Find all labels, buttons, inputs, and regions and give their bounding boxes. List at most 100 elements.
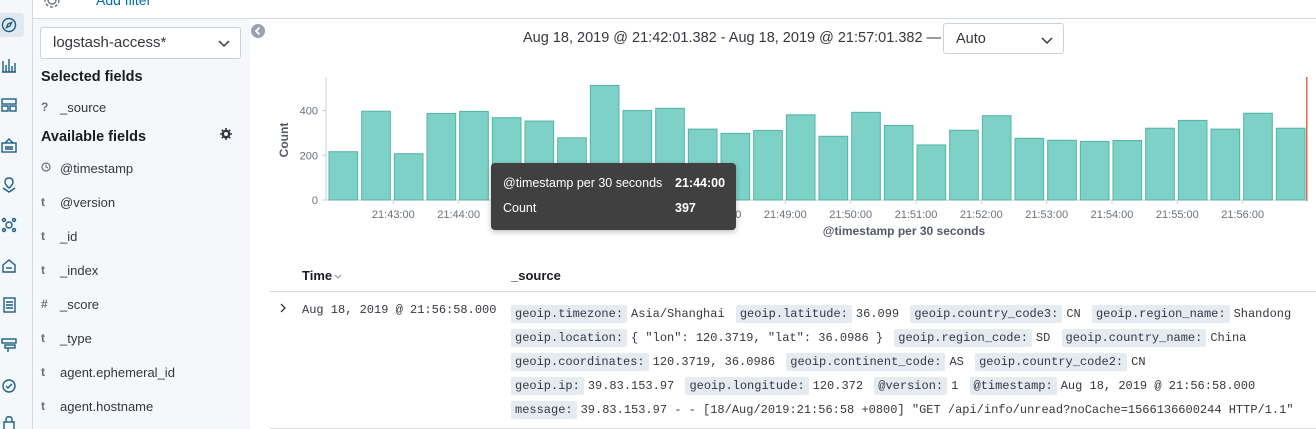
clock-icon bbox=[41, 161, 60, 175]
field-name: _score bbox=[60, 296, 100, 312]
histogram-bar bbox=[1177, 119, 1208, 201]
field-name: agent.ephemeral_id bbox=[60, 364, 175, 380]
apm-icon[interactable] bbox=[0, 336, 18, 354]
field-name: _source bbox=[60, 99, 107, 115]
x-tick-label: 21:44:00 bbox=[437, 209, 480, 221]
field-item-index[interactable]: t _index bbox=[41, 260, 98, 280]
source-field-key: geoip.latitude: bbox=[735, 305, 852, 323]
maps-icon[interactable] bbox=[0, 176, 18, 194]
x-tick-label: 21:49:00 bbox=[764, 209, 807, 221]
interval-select[interactable]: Auto bbox=[943, 23, 1064, 54]
source-field-value: 39.83.153.97 - - [18/Aug/2019:21:56:58 +… bbox=[511, 403, 1294, 429]
compass-icon[interactable] bbox=[0, 16, 18, 34]
x-tick-label: 21:55:00 bbox=[1156, 209, 1199, 221]
field-name: @timestamp bbox=[60, 160, 134, 176]
filter-bar: Add filter bbox=[33, 0, 1316, 19]
histogram-bar bbox=[1112, 140, 1143, 201]
histogram-bar bbox=[753, 129, 783, 201]
field-name: _id bbox=[60, 228, 78, 244]
tooltip-value: 21:44:00 bbox=[675, 176, 726, 190]
histogram-bar bbox=[981, 115, 1012, 201]
source-field-key: geoip.region_code: bbox=[894, 329, 1032, 347]
tooltip-key: @timestamp per 30 seconds bbox=[503, 176, 663, 190]
field-name: _index bbox=[60, 262, 99, 278]
source-field-key: geoip.country_code3: bbox=[910, 305, 1063, 323]
x-tick-label: 21:56:00 bbox=[1221, 209, 1264, 221]
histogram-bar bbox=[361, 110, 391, 201]
source-field-value: 120.372 bbox=[812, 379, 864, 393]
histogram-bar bbox=[818, 135, 849, 201]
time-range-label: Aug 18, 2019 @ 21:42:01.382 - Aug 18, 20… bbox=[523, 30, 942, 46]
histogram-bar bbox=[459, 110, 489, 201]
field-item-version[interactable]: t @version bbox=[41, 192, 115, 212]
lock-icon[interactable] bbox=[0, 414, 18, 429]
source-field-value: SD bbox=[1035, 331, 1051, 345]
source-field-value: Asia/Shanghai bbox=[631, 307, 725, 321]
chart-bars bbox=[328, 84, 1306, 201]
row-source: geoip.timezone: Asia/Shanghai geoip.latit… bbox=[511, 302, 1311, 429]
source-field-value: Aug 18, 2019 @ 21:56:58.000 bbox=[1060, 379, 1256, 393]
source-field-key: @timestamp: bbox=[969, 377, 1057, 395]
chevron-down-icon bbox=[218, 40, 230, 48]
field-item-id[interactable]: t _id bbox=[41, 226, 77, 246]
field-name: _type bbox=[60, 330, 92, 346]
source-field-value: 36.099 bbox=[855, 307, 900, 321]
histogram-bar bbox=[883, 125, 914, 201]
histogram-bar bbox=[1275, 127, 1306, 201]
field-item-source[interactable]: ? _source bbox=[41, 97, 106, 117]
source-field-key: @version: bbox=[874, 377, 948, 395]
field-item-agent-ephemeral-id[interactable]: t agent.ephemeral_id bbox=[41, 362, 175, 382]
field-name: @version bbox=[60, 194, 116, 210]
now-marker bbox=[1306, 77, 1308, 201]
add-filter-link[interactable]: Add filter bbox=[96, 0, 152, 8]
row-timestamp: Aug 18, 2019 @ 21:56:58.000 bbox=[302, 303, 497, 317]
index-pattern-select[interactable]: logstash-access* bbox=[40, 27, 241, 59]
field-item-type[interactable]: t _type bbox=[41, 328, 92, 348]
histogram-bar bbox=[1014, 137, 1045, 201]
sort-icon[interactable] bbox=[334, 272, 342, 280]
y-axis-label: Count bbox=[277, 123, 291, 158]
source-field-key: geoip.longitude: bbox=[685, 377, 809, 395]
source-field-value: CN bbox=[1066, 307, 1081, 321]
source-field-key: geoip.continent_code: bbox=[786, 353, 946, 371]
field-type-icon: t bbox=[41, 263, 45, 277]
chart-tooltip: @timestamp per 30 seconds 21:44:00 Count… bbox=[491, 163, 736, 230]
chevron-left-icon bbox=[254, 26, 261, 36]
chart-axes bbox=[325, 77, 1306, 201]
field-name: agent.hostname bbox=[60, 398, 154, 414]
field-type-icon: t bbox=[41, 195, 45, 209]
field-type-icon: # bbox=[41, 297, 48, 311]
chevron-down-icon bbox=[1041, 37, 1053, 45]
field-item-timestamp[interactable]: @timestamp bbox=[41, 158, 133, 178]
source-field-key: geoip.region_name: bbox=[1091, 305, 1230, 323]
histogram-bar bbox=[426, 112, 457, 201]
dashboard-icon[interactable] bbox=[0, 96, 18, 114]
x-axis-label: @timestamp per 30 seconds bbox=[823, 224, 986, 238]
field-item-agent-hostname[interactable]: t agent.hostname bbox=[41, 396, 153, 416]
histogram-bar bbox=[328, 151, 359, 201]
filter-gear-icon[interactable] bbox=[43, 0, 61, 9]
field-item-score[interactable]: # _score bbox=[41, 294, 99, 314]
infrastructure-icon[interactable] bbox=[0, 256, 18, 274]
chevron-right-icon[interactable] bbox=[278, 302, 288, 314]
column-header-time[interactable]: Time bbox=[302, 268, 342, 283]
y-tick-label: 400 bbox=[300, 106, 318, 118]
ml-icon[interactable] bbox=[0, 216, 18, 234]
source-field-key: message: bbox=[511, 401, 577, 419]
settings-gear-icon[interactable] bbox=[220, 128, 232, 140]
source-field-value: 1 bbox=[951, 379, 959, 393]
app-nav bbox=[0, 0, 33, 429]
logs-icon[interactable] bbox=[0, 296, 18, 314]
source-field-key: geoip.location: bbox=[511, 329, 628, 347]
uptime-icon[interactable] bbox=[0, 376, 18, 394]
source-field-key: geoip.country_name: bbox=[1061, 329, 1207, 347]
histogram-bar bbox=[916, 144, 947, 201]
collapse-sidebar-button[interactable] bbox=[251, 24, 265, 38]
visualize-icon[interactable] bbox=[0, 56, 18, 74]
y-tick-label: 200 bbox=[300, 150, 318, 162]
selected-fields-title: Selected fields bbox=[41, 69, 143, 85]
y-tick-labels: 0 200 400 bbox=[300, 106, 326, 207]
active-nav-highlight bbox=[0, 13, 24, 37]
canvas-icon[interactable] bbox=[0, 136, 18, 154]
